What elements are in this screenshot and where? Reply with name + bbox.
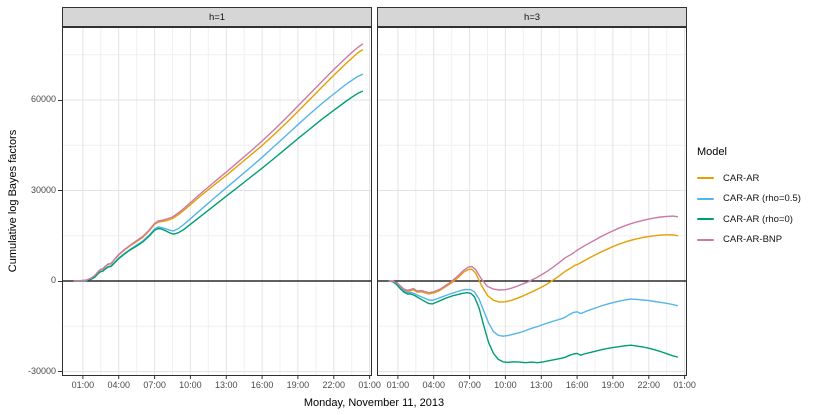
x-tick-label: 01:00: [673, 380, 696, 390]
legend: Model CAR-AR CAR-AR (rho=0.5) CAR-AR (rho=…: [697, 146, 801, 250]
x-tick-label: 01:00: [386, 380, 410, 390]
x-tick-label: 13:00: [214, 380, 238, 390]
legend-entry: CAR-AR (rho=0): [697, 209, 801, 230]
x-tick-label: 04:00: [107, 380, 130, 390]
legend-entry-label: CAR-AR (rho=0.5): [723, 193, 801, 205]
y-tick-mark: [58, 280, 62, 282]
x-tick-label: 16:00: [250, 380, 274, 390]
x-tick-label: 13:00: [529, 380, 553, 390]
x-tick-label: 22:00: [637, 380, 661, 390]
series-line: CAR-AR (rho=0.5): [388, 280, 679, 337]
legend-entries: CAR-AR CAR-AR (rho=0.5) CAR-AR (rho=0) CAR-…: [697, 168, 801, 250]
series-line: CAR-AR (rho=0): [73, 90, 364, 282]
x-tick-label: 16:00: [565, 380, 589, 390]
legend-entry: CAR-AR: [697, 168, 801, 189]
x-tick-label: 19:00: [286, 380, 310, 390]
y-tick-label: 0: [50, 275, 56, 286]
series-line: CAR-AR-BNP: [73, 43, 364, 282]
legend-entry-label: CAR-AR (rho=0): [723, 213, 793, 225]
facet-strip-label: h=1: [208, 11, 226, 23]
legend-line-swatch: [697, 177, 714, 180]
legend-entry-label: CAR-AR: [723, 172, 760, 184]
y-tick-mark: [58, 371, 62, 373]
series-line: CAR-AR (rho=0): [388, 280, 679, 364]
x-tick-label: 07:00: [458, 380, 481, 390]
x-tick-label: 22:00: [322, 380, 346, 390]
facet-strip-h1: h=1: [62, 7, 372, 27]
x-axis-title: Monday, November 11, 2013: [303, 397, 445, 409]
y-tick-label: 30000: [30, 184, 56, 195]
y-tick-mark: [58, 99, 62, 101]
x-tick-label: 19:00: [601, 380, 625, 390]
x-tick-label: 10:00: [179, 380, 202, 390]
legend-entry: CAR-AR-BNP: [697, 230, 801, 251]
y-tick-mark: [58, 190, 62, 192]
x-tick-label: 04:00: [422, 380, 445, 390]
legend-entry: CAR-AR (rho=0.5): [697, 189, 801, 210]
x-tick-label: 01:00: [71, 380, 95, 390]
x-tick-label: 01:00: [358, 380, 381, 390]
facet-strip-label: h=3: [523, 11, 541, 23]
legend-line-swatch: [697, 197, 714, 200]
y-axis-title: Cumulative log Bayes factors: [7, 129, 19, 273]
legend-entry-label: CAR-AR-BNP: [723, 234, 783, 246]
series-line: CAR-AR-BNP: [388, 215, 679, 294]
x-tick-label: 10:00: [494, 380, 517, 390]
series-line: CAR-AR: [388, 234, 679, 303]
legend-line-swatch: [697, 238, 714, 241]
y-tick-label: 60000: [30, 94, 56, 105]
y-tick-label: -30000: [27, 365, 56, 376]
legend-line-swatch: [697, 218, 714, 221]
facet-strip-h3: h=3: [377, 7, 687, 27]
x-tick-label: 07:00: [143, 380, 166, 390]
legend-title: Model: [697, 146, 727, 158]
